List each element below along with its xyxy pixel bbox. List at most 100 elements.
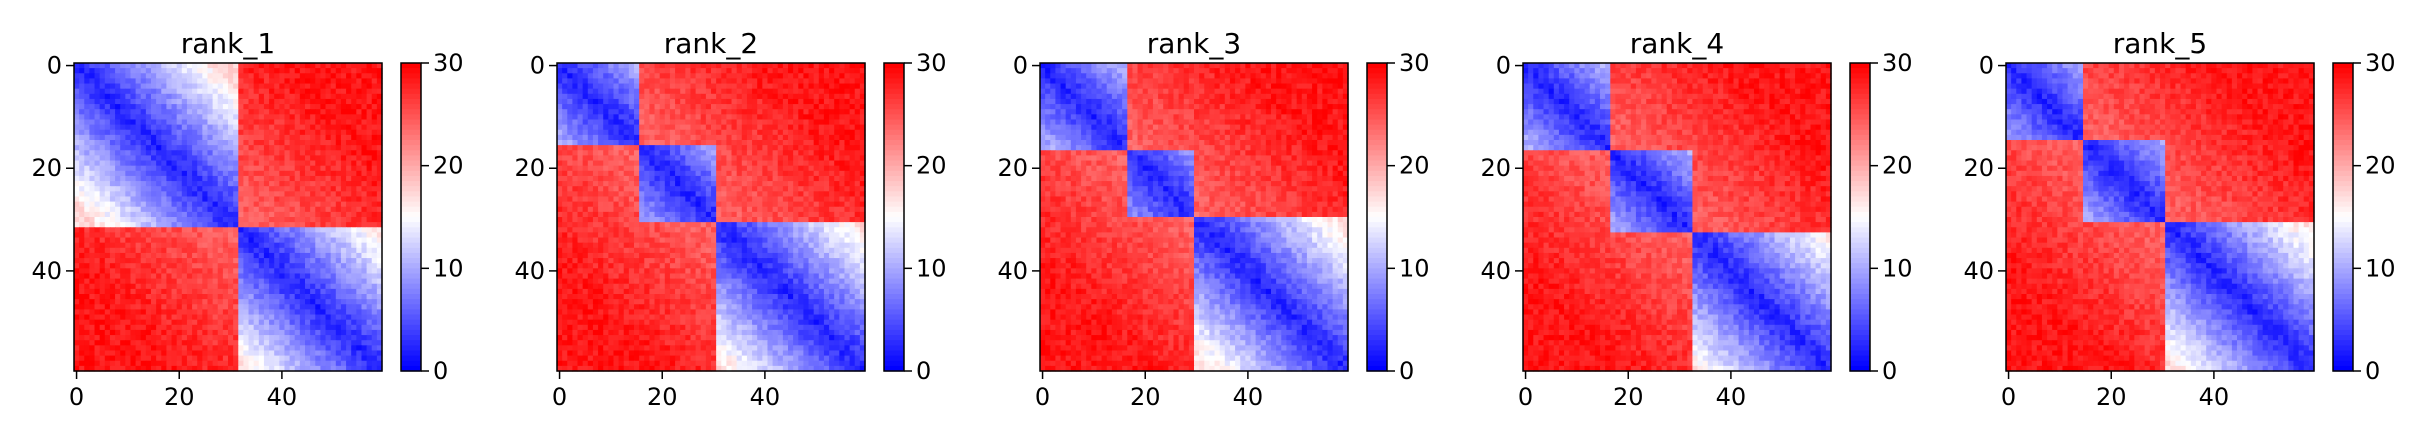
heatmap-cell [125,360,132,367]
heatmap-cell [310,335,316,341]
heatmap-cell [79,227,85,233]
heatmap-cell [685,88,692,95]
heatmap-cell [202,345,209,352]
heatmap-cell [238,252,244,259]
heatmap-cell [289,232,296,239]
heatmap-cell [212,68,219,74]
heatmap-cell [649,63,656,69]
heatmap-cell [233,299,239,305]
heatmap-cell [192,104,198,110]
heatmap-cell [315,273,321,280]
heatmap-cell [587,98,594,105]
heatmap-cell [618,73,625,79]
heatmap-cell [99,98,106,105]
heatmap-cell [238,73,244,79]
heatmap-cell [263,263,270,269]
heatmap-cell [104,98,111,105]
heatmap-cell [109,170,116,177]
heatmap-cell [258,299,265,305]
heatmap-cell [376,109,383,115]
heatmap-cell [834,155,840,162]
heatmap-cell [361,273,368,280]
heatmap-cell [356,340,363,346]
heatmap-cell [854,104,861,110]
heatmap-cell [84,88,90,95]
heatmap-cell [741,109,748,115]
heatmap-cell [79,201,85,208]
heatmap-cell [659,93,666,100]
heatmap-cell [325,247,332,254]
heatmap-cell [274,150,280,156]
heatmap-cell [669,134,676,141]
heatmap-cell [664,170,671,177]
heatmap-cell [248,165,255,172]
heatmap [74,63,383,372]
heatmap-cell [84,83,90,90]
heatmap-cell [829,129,835,136]
heatmap-cell [89,237,96,244]
heatmap-cell [335,314,342,321]
heatmap-cell [125,145,132,151]
heatmap-cell [557,134,563,141]
heatmap-cell [623,68,630,74]
heatmap-cell [351,140,357,146]
heatmap-cell [844,88,851,95]
heatmap-cell [700,124,707,131]
heatmap-cell [335,191,342,198]
heatmap-cell [659,114,666,121]
heatmap-cell [166,237,173,244]
heatmap-cell [79,191,85,198]
heatmap-cell [89,288,96,295]
heatmap-cell [140,309,147,316]
heatmap-cell [788,150,794,156]
heatmap-cell [212,232,219,239]
heatmap-cell [644,170,650,177]
heatmap-cell [587,109,594,115]
heatmap-cell [197,304,203,310]
colorbar-segment [401,134,421,141]
heatmap-cell [752,119,758,126]
heatmap-cell [94,68,101,74]
heatmap-cell [849,160,856,167]
heatmap-cell [94,360,101,367]
heatmap-cell [212,319,219,326]
heatmap-cell [721,129,727,136]
heatmap-cell [664,134,671,141]
heatmap-cell [618,134,625,141]
heatmap-cell [690,109,697,115]
heatmap-cell [104,242,111,249]
heatmap-cell [74,319,80,326]
heatmap-cell [346,119,352,126]
heatmap-cell [279,206,286,213]
heatmap-cell [859,98,866,105]
heatmap-cell [248,324,255,331]
heatmap-cell [320,181,327,187]
heatmap-cell [197,268,203,275]
heatmap-cell [361,211,368,218]
heatmap-cell [305,63,311,69]
heatmap-cell [228,170,234,177]
heatmap-cell [140,304,147,310]
heatmap-cell [202,191,209,198]
heatmap-cell [212,63,219,69]
heatmap-cell [258,114,265,121]
heatmap-cell [284,232,291,239]
heatmap-cell [228,191,234,198]
heatmap-cell [356,350,363,357]
heatmap-cell [120,145,126,151]
colorbar-segment [401,114,421,121]
heatmap-cell [99,350,106,357]
heatmap-cell [726,63,733,69]
heatmap-cell [104,145,111,151]
heatmap-cell [325,319,332,326]
heatmap-cell [310,63,316,69]
heatmap-cell [829,104,835,110]
heatmap-cell [140,345,147,352]
heatmap-cell [330,314,337,321]
heatmap-cell [705,98,712,105]
heatmap-cell [161,145,167,151]
heatmap-cell [104,268,111,275]
heatmap-cell [782,150,789,156]
heatmap-cell [356,314,363,321]
